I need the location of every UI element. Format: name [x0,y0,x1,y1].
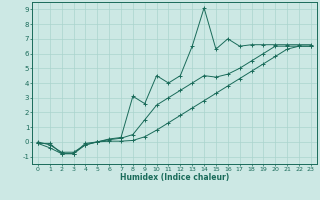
X-axis label: Humidex (Indice chaleur): Humidex (Indice chaleur) [120,173,229,182]
